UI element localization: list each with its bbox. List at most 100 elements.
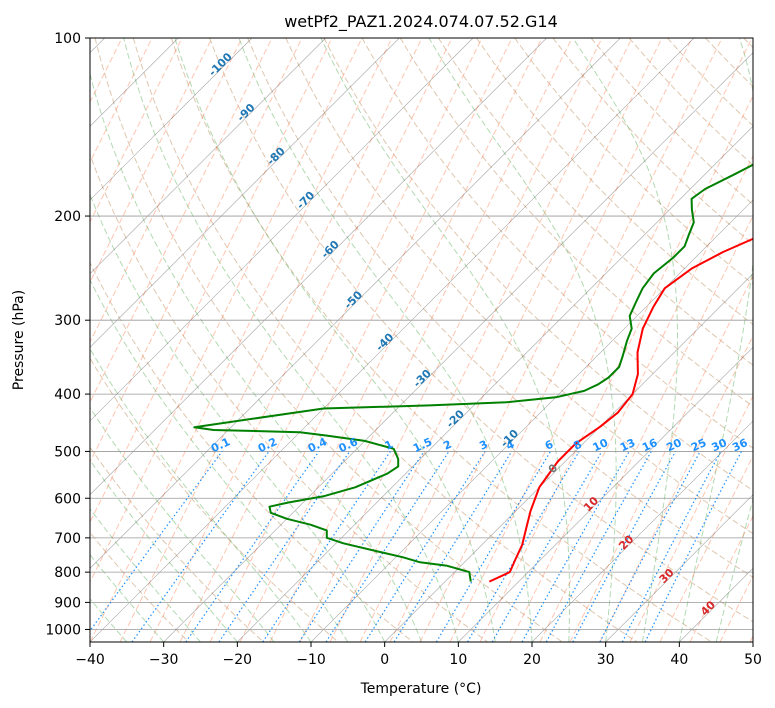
saturation-line xyxy=(179,38,483,642)
mixing-ratio-label: 1.5 xyxy=(411,435,434,455)
saturation-line xyxy=(299,38,603,642)
background-lines xyxy=(90,38,753,642)
moist-adiabat xyxy=(238,38,533,642)
moist-adiabat xyxy=(90,507,201,642)
mixing-ratio-label: 13 xyxy=(618,436,637,454)
mixing-ratio-line xyxy=(521,451,630,642)
x-tick-label: −40 xyxy=(75,652,105,668)
moist-adiabat xyxy=(90,347,312,642)
saturation-line xyxy=(90,38,183,224)
saturation-line xyxy=(689,514,753,642)
saturation-line xyxy=(90,38,363,584)
isotherm xyxy=(679,567,753,642)
x-tick-label: −30 xyxy=(149,652,179,668)
mixing-ratio-line xyxy=(393,451,513,642)
y-tick-label: 400 xyxy=(54,387,81,403)
isotherm-label: 10 xyxy=(581,494,601,514)
saturation-line xyxy=(90,38,393,642)
dry-adiabat xyxy=(90,446,264,642)
y-tick-label: 1000 xyxy=(45,622,81,638)
y-tick-label: 600 xyxy=(54,491,81,507)
y-axis-label: Pressure (hPa) xyxy=(11,290,27,390)
isotherm xyxy=(90,38,474,422)
isotherm-label: -70 xyxy=(294,189,317,212)
isotherm-label: -20 xyxy=(444,407,467,430)
moist-adiabat xyxy=(90,72,422,642)
isotherm xyxy=(90,38,326,275)
moist-adiabat xyxy=(90,278,349,642)
saturation-line xyxy=(539,214,753,642)
plot-frame xyxy=(89,37,754,643)
dry-adiabat xyxy=(209,38,753,623)
mixing-ratio-line xyxy=(262,451,391,642)
y-tick-label: 800 xyxy=(54,565,81,581)
dry-adiabat xyxy=(170,38,712,642)
mixing-ratio-label: 30 xyxy=(710,436,730,454)
isotherm xyxy=(90,38,253,201)
y-tick-label: 900 xyxy=(54,595,81,611)
saturation-line xyxy=(659,454,753,642)
saturation-line xyxy=(90,38,303,464)
isotherm xyxy=(531,420,753,642)
x-tick-label: 50 xyxy=(744,652,762,668)
isotherm xyxy=(605,494,753,642)
saturation-line xyxy=(569,274,753,642)
dry-adiabat xyxy=(437,38,753,366)
isotherm xyxy=(458,346,753,642)
saturation-line xyxy=(90,38,273,404)
saturation-line xyxy=(389,38,693,642)
dry-adiabat xyxy=(90,261,414,642)
saturation-line xyxy=(90,38,243,344)
saturation-line xyxy=(749,634,753,642)
isotherm-label: -100 xyxy=(206,50,235,79)
moist-adiabat xyxy=(428,38,617,642)
dry-adiabat xyxy=(743,38,753,49)
dry-adiabat xyxy=(399,38,753,408)
isotherm xyxy=(752,641,753,642)
mixing-ratio-line xyxy=(325,451,450,642)
x-tick-label: 30 xyxy=(597,652,615,668)
moist-adiabat xyxy=(123,38,459,642)
mixing-ratio-line xyxy=(621,451,722,642)
x-tick-label: 0 xyxy=(380,652,389,668)
x-tick-label: 20 xyxy=(523,652,541,668)
saturation-line xyxy=(509,154,753,642)
saturation-line xyxy=(209,38,513,642)
isotherm-label: -50 xyxy=(342,288,365,311)
mixing-ratio-label: 0.2 xyxy=(256,435,279,455)
saturation-line xyxy=(90,38,123,104)
isotherm xyxy=(90,38,695,642)
dry-adiabat xyxy=(247,38,753,578)
saturation-line xyxy=(329,38,633,642)
isotherm-label: 40 xyxy=(698,598,718,618)
dry-adiabat xyxy=(132,38,638,642)
saturation-line xyxy=(419,38,723,642)
saturation-line xyxy=(90,38,213,284)
dry-adiabat xyxy=(323,38,753,492)
mixing-ratio-label: 2 xyxy=(441,438,453,453)
isotherm xyxy=(90,38,547,496)
isotherm xyxy=(384,273,753,642)
dry-adiabat xyxy=(590,38,753,206)
dry-adiabat xyxy=(94,38,563,642)
saturation-line xyxy=(90,38,153,164)
saturation-line xyxy=(359,38,663,642)
mixing-ratio-label: 0.1 xyxy=(209,435,232,455)
mixing-ratio-line xyxy=(644,451,743,642)
mixing-ratio-label: 0.4 xyxy=(306,435,329,455)
moist-adiabat xyxy=(90,598,128,642)
mixing-ratio-line xyxy=(185,451,320,642)
moist-adiabat xyxy=(90,193,386,642)
x-tick-label: −10 xyxy=(296,652,326,668)
mixing-ratio-label: 25 xyxy=(689,436,708,454)
isotherm-label: -30 xyxy=(411,367,434,390)
mixing-ratio-line xyxy=(218,451,351,642)
dry-adiabat xyxy=(705,38,753,88)
x-axis-label: Temperature (°C) xyxy=(360,681,482,697)
moist-adiabat xyxy=(90,459,238,642)
isotherm-label: 20 xyxy=(616,532,636,552)
dry-adiabat xyxy=(285,38,753,535)
y-tick-label: 200 xyxy=(54,209,81,225)
saturation-line xyxy=(149,38,453,642)
